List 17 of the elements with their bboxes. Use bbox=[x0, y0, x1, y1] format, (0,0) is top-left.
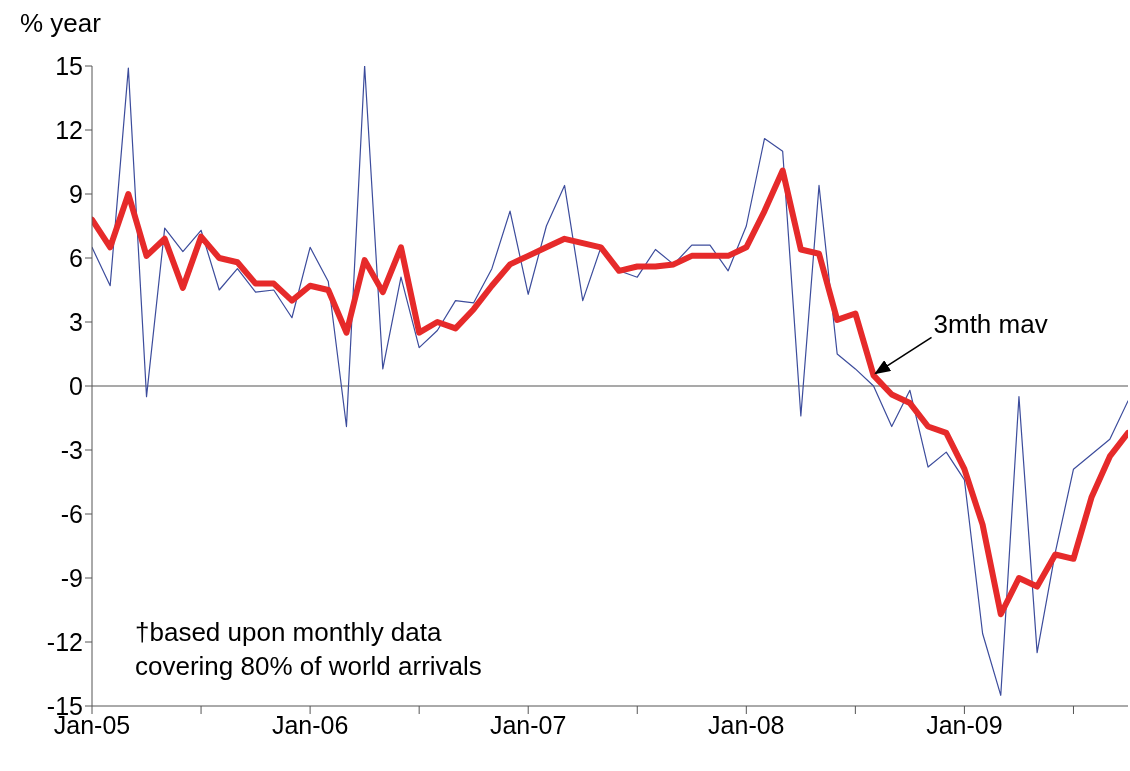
y-tick-label: -6 bbox=[60, 499, 83, 528]
y-tick-label: 12 bbox=[55, 115, 83, 144]
y-axis-title: % year bbox=[20, 8, 101, 39]
y-tick-label: 0 bbox=[69, 371, 83, 400]
x-tick-label: Jan-06 bbox=[271, 710, 349, 739]
y-tick-label: -3 bbox=[60, 435, 83, 464]
y-tick-label: -12 bbox=[46, 627, 83, 656]
y-tick-label: 9 bbox=[69, 179, 83, 208]
y-tick-label: 6 bbox=[69, 243, 83, 272]
x-tick-label: Jan-08 bbox=[708, 710, 785, 739]
y-tick-label: 3 bbox=[69, 307, 83, 336]
x-tick-label: Jan-07 bbox=[489, 710, 567, 739]
annotation: †based upon monthly data covering 80% of world arrivals bbox=[135, 616, 483, 683]
annotation: 3mth mav bbox=[933, 309, 1048, 340]
x-tick-label: Jan-09 bbox=[926, 710, 1003, 739]
y-tick-label: 15 bbox=[55, 51, 83, 80]
y-tick-label: -9 bbox=[60, 563, 83, 592]
